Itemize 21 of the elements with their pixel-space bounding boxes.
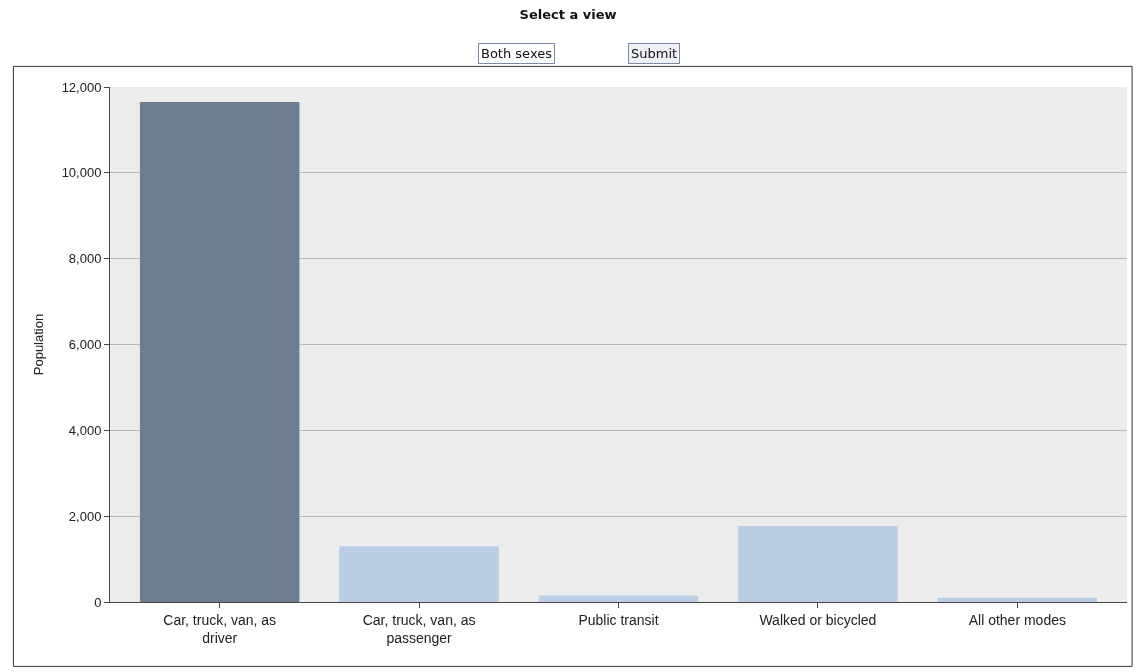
text: Both sexes	[481, 46, 553, 61]
y-axis-title: Population	[30, 313, 46, 376]
y-tick-label: 2,000	[68, 508, 102, 524]
bar	[538, 595, 699, 602]
chart-title: Select a view	[519, 7, 617, 23]
text: Submit	[631, 46, 678, 61]
x-tick-label: Car, truck, van, as passenger	[362, 611, 476, 646]
y-tick-label: 8,000	[68, 251, 102, 267]
bar	[339, 546, 499, 602]
y-tick-label: 10,000	[61, 165, 102, 181]
x-tick-label: All other modes	[968, 611, 1066, 628]
x-tick-label: Public transit	[578, 611, 659, 628]
y-tick-label: 6,000	[68, 337, 102, 353]
bar	[937, 597, 1098, 602]
x-tick-label: Walked or bicycled	[759, 611, 877, 628]
bar	[139, 102, 300, 602]
x-tick-label: Car, truck, van, as driver	[163, 611, 277, 646]
bar	[738, 526, 898, 602]
y-tick-label: 0	[94, 594, 102, 610]
y-tick-label: 4,000	[68, 422, 102, 438]
y-tick-label: 12,000	[61, 79, 102, 95]
